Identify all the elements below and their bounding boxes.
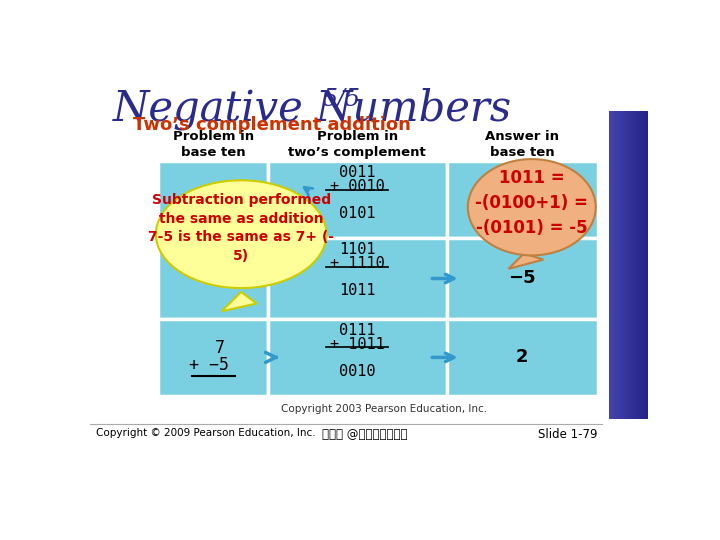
- Text: 7: 7: [215, 339, 225, 357]
- Text: 0101: 0101: [339, 206, 376, 221]
- FancyBboxPatch shape: [637, 111, 638, 419]
- FancyBboxPatch shape: [642, 111, 644, 419]
- FancyBboxPatch shape: [624, 111, 625, 419]
- Text: 0010: 0010: [339, 364, 376, 379]
- Text: Two’s complement addition: Two’s complement addition: [132, 117, 410, 134]
- FancyBboxPatch shape: [446, 319, 598, 396]
- FancyBboxPatch shape: [446, 161, 598, 238]
- Text: 5/5: 5/5: [323, 88, 361, 111]
- Text: 2: 2: [516, 348, 528, 367]
- FancyBboxPatch shape: [158, 161, 269, 238]
- FancyBboxPatch shape: [158, 238, 269, 319]
- FancyBboxPatch shape: [616, 111, 617, 419]
- FancyBboxPatch shape: [269, 161, 446, 238]
- FancyBboxPatch shape: [636, 111, 637, 419]
- FancyBboxPatch shape: [269, 319, 446, 396]
- FancyBboxPatch shape: [612, 111, 613, 419]
- FancyBboxPatch shape: [635, 111, 636, 419]
- Polygon shape: [508, 253, 544, 269]
- Text: + 1110: + 1110: [330, 256, 384, 271]
- Text: Problem in
two’s complement: Problem in two’s complement: [289, 130, 426, 159]
- FancyBboxPatch shape: [619, 111, 620, 419]
- Text: 蔡文能 @交通大學資工系: 蔡文能 @交通大學資工系: [323, 428, 408, 441]
- FancyBboxPatch shape: [647, 111, 648, 419]
- FancyBboxPatch shape: [640, 111, 641, 419]
- FancyBboxPatch shape: [639, 111, 640, 419]
- FancyBboxPatch shape: [625, 111, 626, 419]
- FancyBboxPatch shape: [622, 111, 624, 419]
- Text: Negative Numbers: Negative Numbers: [113, 88, 513, 130]
- FancyBboxPatch shape: [631, 111, 632, 419]
- FancyBboxPatch shape: [646, 111, 647, 419]
- FancyBboxPatch shape: [158, 319, 269, 396]
- Text: Problem in
base ten: Problem in base ten: [173, 130, 253, 159]
- FancyBboxPatch shape: [620, 111, 621, 419]
- FancyBboxPatch shape: [617, 111, 618, 419]
- Text: 0011: 0011: [339, 165, 376, 180]
- Text: 1101: 1101: [339, 242, 376, 257]
- FancyBboxPatch shape: [446, 238, 598, 319]
- FancyBboxPatch shape: [634, 111, 635, 419]
- Text: + −5: + −5: [189, 356, 230, 374]
- FancyBboxPatch shape: [645, 111, 646, 419]
- Text: Answer in
base ten: Answer in base ten: [485, 130, 559, 159]
- FancyBboxPatch shape: [611, 111, 612, 419]
- Ellipse shape: [156, 180, 326, 288]
- Text: 1011: 1011: [339, 284, 376, 299]
- Text: −5: −5: [508, 269, 536, 287]
- FancyBboxPatch shape: [638, 111, 639, 419]
- FancyBboxPatch shape: [626, 111, 627, 419]
- FancyBboxPatch shape: [629, 111, 630, 419]
- Text: 0111: 0111: [339, 323, 376, 338]
- FancyBboxPatch shape: [610, 111, 611, 419]
- Text: 1011 =
-(0100+1) =
-(0101) = -5: 1011 = -(0100+1) = -(0101) = -5: [475, 170, 588, 238]
- FancyBboxPatch shape: [641, 111, 642, 419]
- FancyBboxPatch shape: [630, 111, 631, 419]
- FancyBboxPatch shape: [614, 111, 615, 419]
- Text: Copyright 2003 Pearson Education, Inc.: Copyright 2003 Pearson Education, Inc.: [282, 403, 487, 414]
- FancyBboxPatch shape: [627, 111, 628, 419]
- Ellipse shape: [468, 159, 595, 255]
- Text: + 1011: + 1011: [330, 336, 384, 352]
- Polygon shape: [222, 292, 256, 311]
- FancyBboxPatch shape: [609, 111, 610, 419]
- FancyBboxPatch shape: [644, 111, 645, 419]
- Text: Copyright © 2009 Pearson Education, Inc.: Copyright © 2009 Pearson Education, Inc.: [96, 428, 316, 438]
- FancyBboxPatch shape: [618, 111, 619, 419]
- FancyBboxPatch shape: [269, 238, 446, 319]
- FancyBboxPatch shape: [621, 111, 622, 419]
- Text: Subtraction performed
the same as addition
7-5 is the same as 7+ (-
5): Subtraction performed the same as additi…: [148, 193, 334, 262]
- FancyBboxPatch shape: [615, 111, 616, 419]
- Text: + 0010: + 0010: [330, 179, 384, 194]
- Text: Slide 1-79: Slide 1-79: [538, 428, 598, 441]
- FancyBboxPatch shape: [632, 111, 634, 419]
- FancyBboxPatch shape: [613, 111, 614, 419]
- FancyBboxPatch shape: [628, 111, 629, 419]
